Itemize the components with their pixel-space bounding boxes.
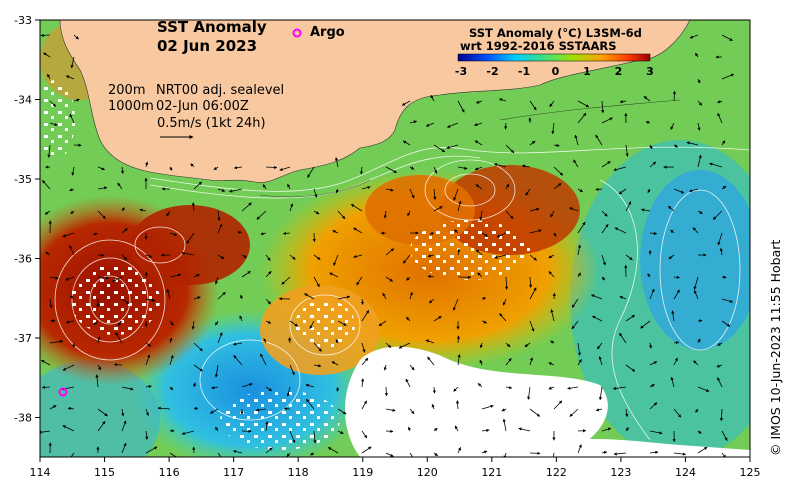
- x-tick-label: 119: [352, 466, 373, 479]
- y-axis: -33 -34 -35 -36 -37 -38: [14, 14, 40, 425]
- depth-200m-label: 200m: [108, 83, 146, 98]
- legend-title-line2: wrt 1992-2016 SSTAARS: [460, 39, 617, 53]
- x-axis: 114 115 116 117 118 119 120 121 122 123 124 125: [30, 457, 761, 479]
- argo-float-marker: [58, 387, 68, 397]
- map-title-line2: 02 Jun 2023: [157, 37, 258, 55]
- map-title-line1: SST Anomaly: [157, 18, 267, 36]
- y-tick-label: -33: [14, 14, 32, 27]
- colorbar-tick-label: 2: [615, 65, 623, 78]
- argo-legend-label: Argo: [310, 25, 345, 40]
- x-tick-label: 125: [740, 466, 761, 479]
- data-source-label: NRT00 adj. sealevel: [156, 83, 285, 98]
- x-tick-label: 116: [159, 466, 180, 479]
- colorbar-tick-label: -3: [455, 65, 467, 78]
- colorbar-ticks: -3 -2 -1 0 1 2 3: [455, 65, 654, 78]
- colorbar: [457, 53, 651, 62]
- argo-legend-icon: [292, 28, 302, 38]
- x-tick-label: 115: [94, 466, 115, 479]
- depth-1000m-label: 1000m: [108, 99, 154, 114]
- x-tick-label: 114: [30, 466, 51, 479]
- x-tick-label: 122: [546, 466, 567, 479]
- data-time-label: 02-Jun 06:00Z: [156, 99, 249, 114]
- credit-text: © IMOS 10-Jun-2023 11:55 Hobart: [768, 239, 783, 456]
- y-tick-label: -35: [14, 173, 32, 186]
- y-tick-label: -38: [14, 412, 32, 425]
- colorbar-tick-label: 1: [583, 65, 591, 78]
- x-tick-label: 121: [481, 466, 502, 479]
- x-tick-label: 118: [288, 466, 309, 479]
- velocity-scale-label: 0.5m/s (1kt 24h): [157, 116, 266, 131]
- velocity-arrows: [40, 33, 735, 457]
- y-tick-label: -34: [14, 94, 32, 107]
- x-tick-label: 123: [610, 466, 631, 479]
- colorbar-tick-label: -1: [518, 65, 530, 78]
- colorbar-tick-label: 0: [552, 65, 560, 78]
- x-tick-label: 124: [675, 466, 696, 479]
- x-tick-label: 117: [223, 466, 244, 479]
- colorbar-tick-label: 3: [646, 65, 654, 78]
- legend-title-line1: SST Anomaly (°C) L3SM-6d: [469, 26, 642, 40]
- x-tick-label: 120: [417, 466, 438, 479]
- colorbar-tick-label: -2: [486, 65, 498, 78]
- y-tick-label: -36: [14, 253, 32, 266]
- y-tick-label: -37: [14, 332, 32, 345]
